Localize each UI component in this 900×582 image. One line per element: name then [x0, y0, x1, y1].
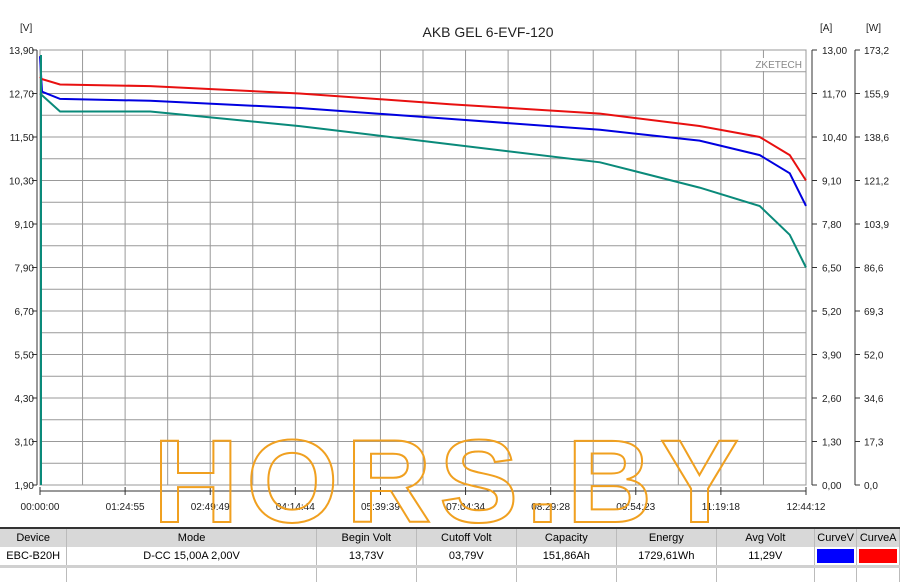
curve-color-swatch[interactable]: [815, 547, 858, 565]
table-cell: 11,29V: [717, 547, 815, 565]
curve-color-swatch[interactable]: [857, 547, 900, 565]
x-tick-label: 02:49:49: [191, 502, 230, 513]
y-axis-unit: [A]: [820, 23, 832, 34]
y-tick-label: 86,6: [864, 264, 884, 275]
y-tick-label: 11,50: [10, 133, 35, 144]
y-tick-label: 121,2: [864, 177, 889, 188]
watermark: HORS.BY: [153, 416, 747, 527]
y-tick-label: 5,50: [15, 351, 35, 362]
y-tick-label: 11,70: [822, 90, 847, 101]
table-cell: EBC-B20H: [0, 547, 68, 565]
y-tick-label: 1,90: [15, 481, 35, 492]
y-tick-label: 0,0: [864, 481, 878, 492]
x-tick-label: 05:39:39: [361, 502, 400, 513]
y-tick-label: 1,30: [822, 438, 842, 449]
series-line-curvea: [39, 76, 807, 182]
column-header: Mode: [67, 529, 317, 547]
y-tick-label: 69,3: [864, 307, 884, 318]
results-table: Device Mode Begin Volt Cutoff Volt Capacity E…: [0, 527, 900, 582]
y-tick-label: 173,2: [864, 46, 889, 57]
y-tick-label: 13,00: [822, 46, 847, 57]
y-tick-label: 34,6: [864, 394, 884, 405]
table-cell: D-CC 15,00A 2,00V: [67, 547, 317, 565]
y-tick-label: 9,10: [15, 220, 35, 231]
y-tick-label: 3,90: [822, 351, 842, 362]
y-tick-label: 9,10: [822, 177, 842, 188]
column-header: CurveA: [857, 529, 900, 547]
y-tick-label: 13,90: [9, 46, 34, 57]
column-header: Begin Volt: [317, 529, 417, 547]
discharge-chart: AKB GEL 6-EVF-120 00:00:00 01:24:55 02:49:…: [9, 23, 889, 527]
y-tick-label: 4,30: [15, 394, 35, 405]
y-tick-label: 7,90: [15, 264, 35, 275]
color-swatch: [859, 549, 897, 563]
y-tick-label: 10,30: [9, 177, 34, 188]
chart-title: AKB GEL 6-EVF-120: [423, 24, 554, 40]
series-line-curvev: [39, 56, 807, 207]
y-tick-label: 7,80: [822, 220, 842, 231]
y-tick-label: 155,9: [864, 90, 889, 101]
table-cell: 03,79V: [417, 547, 517, 565]
table-cell: 13,73V: [317, 547, 417, 565]
y-tick-label: 0,00: [822, 481, 842, 492]
x-tick-label: 07:04:34: [446, 502, 485, 513]
y-tick-label: 138,6: [864, 133, 889, 144]
color-swatch: [816, 549, 855, 563]
y-tick-label: 2,60: [822, 394, 842, 405]
x-tick-label: 09:54:23: [616, 502, 655, 513]
x-tick-label: 08:29:28: [531, 502, 570, 513]
brand-label-background: [752, 58, 804, 71]
y-tick-label: 103,9: [864, 220, 889, 231]
column-header: Avg Volt: [717, 529, 815, 547]
y-tick-label: 17,3: [864, 438, 884, 449]
x-tick-label: 00:00:00: [21, 502, 60, 513]
y-tick-label: 3,10: [15, 438, 35, 449]
y-axis-unit: [V]: [20, 23, 32, 34]
table-cell: 1729,61Wh: [617, 547, 717, 565]
column-header: Cutoff Volt: [417, 529, 517, 547]
column-header: Capacity: [517, 529, 617, 547]
column-header: CurveV: [815, 529, 858, 547]
y-tick-label: 6,50: [822, 264, 842, 275]
x-tick-label: 11:19:18: [702, 502, 741, 513]
y-tick-label: 6,70: [15, 307, 35, 318]
brand-label: ZKETECH: [755, 60, 802, 71]
y-tick-label: 12,70: [9, 90, 34, 101]
y-tick-label: 52,0: [864, 351, 884, 362]
table-cell: 151,86Ah: [517, 547, 617, 565]
y-tick-label: 10,40: [822, 133, 847, 144]
x-tick-label: 01:24:55: [106, 502, 145, 513]
x-tick-label: 12:44:12: [787, 502, 826, 513]
x-tick-label: 04:14:44: [276, 502, 315, 513]
y-axis-unit: [W]: [866, 23, 881, 34]
column-header: Energy: [617, 529, 717, 547]
column-header: Device: [0, 529, 68, 547]
series-line-power: [39, 92, 807, 268]
y-tick-label: 5,20: [822, 307, 842, 318]
